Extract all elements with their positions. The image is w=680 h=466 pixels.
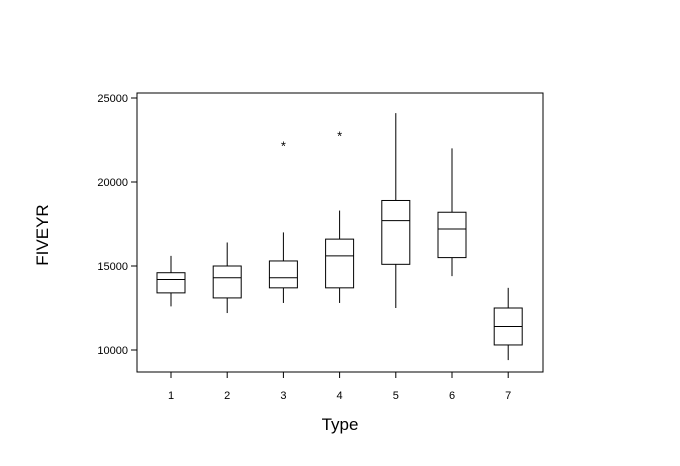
x-tick-label: 3 [280, 390, 286, 402]
x-tick-label: 7 [505, 390, 511, 402]
y-tick-label: 15000 [97, 261, 128, 273]
box-rect [212, 265, 242, 299]
x-tick-label: 2 [224, 390, 230, 402]
box-group: ** [156, 113, 523, 361]
box-rect [325, 238, 355, 289]
y-axis: 10000 15000 20000 25000 [97, 93, 137, 357]
x-axis-title: Type [322, 415, 359, 434]
x-axis: 1 2 3 4 5 6 7 [168, 372, 511, 402]
outlier-point: * [281, 138, 286, 153]
x-tick-label: 5 [393, 390, 399, 402]
box-1 [156, 255, 186, 307]
box-2 [212, 242, 242, 314]
box-3: * [268, 138, 298, 303]
y-tick-label: 10000 [97, 345, 128, 357]
box-rect [268, 260, 298, 289]
outlier-point: * [337, 128, 342, 143]
box-rect [156, 272, 186, 294]
x-tick-label: 4 [337, 390, 343, 402]
x-tick-label: 6 [449, 390, 455, 402]
x-tick-label: 1 [168, 390, 174, 402]
box-5 [381, 113, 411, 308]
box-7 [493, 287, 523, 361]
box-rect [381, 199, 411, 265]
y-tick-label: 25000 [97, 93, 128, 105]
box-rect [437, 211, 467, 259]
box-6 [437, 148, 467, 277]
box-4: * [325, 128, 355, 303]
y-axis-title: FIVEYR [33, 204, 52, 265]
y-tick-label: 20000 [97, 177, 128, 189]
